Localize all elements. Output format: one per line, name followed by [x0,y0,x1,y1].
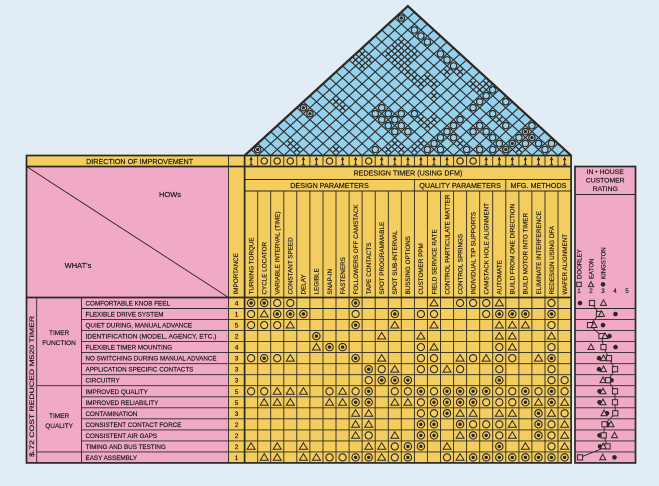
svg-text:3: 3 [235,367,239,374]
svg-text:IDENTIFICATION (MODEL, AGENCY,: IDENTIFICATION (MODEL, AGENCY, ETC.) [86,334,217,341]
svg-text:CONSISTENT AIR GAPS: CONSISTENT AIR GAPS [86,433,158,440]
svg-text:QUIET DURING, MANUAL ADVANCE: QUIET DURING, MANUAL ADVANCE [86,323,193,330]
svg-text:QUALITY: QUALITY [45,423,73,430]
svg-text:ELIMINATE INTERFERENCE: ELIMINATE INTERFERENCE [536,211,543,295]
svg-text:FASTENERS: FASTENERS [340,257,347,294]
svg-text:CONTROL PARTICULATE MATTER: CONTROL PARTICULATE MATTER [444,194,451,294]
svg-text:TAPE CONTACTS: TAPE CONTACTS [366,243,373,295]
svg-text:HOWs: HOWs [159,190,181,199]
svg-text:BUILD MOTOR INTO TIMER: BUILD MOTOR INTO TIMER [523,213,530,295]
svg-text:RATING: RATING [593,186,618,193]
svg-text:3: 3 [235,378,239,385]
svg-text:VARIABLE INTERVAL (TIME): VARIABLE INTERVAL (TIME) [275,211,282,294]
svg-text:BUSSING OPTIONS: BUSSING OPTIONS [405,236,412,294]
svg-text:IN • HOUSE: IN • HOUSE [587,169,625,176]
svg-text:CYCLE LOCATOR: CYCLE LOCATOR [262,241,269,294]
svg-text:KINGSTON: KINGSTON [600,247,607,279]
svg-text:3: 3 [235,356,239,363]
svg-text:MFG. METHODS: MFG. METHODS [511,181,567,190]
svg-text:2: 2 [235,422,239,429]
svg-text:CIRCUITRY: CIRCUITRY [86,378,121,385]
svg-text:FIELD SERVICE RATE: FIELD SERVICE RATE [431,229,438,294]
svg-text:EATON: EATON [588,259,595,279]
svg-text:FLEXIBLE TIMER MOUNTING: FLEXIBLE TIMER MOUNTING [86,345,173,352]
svg-text:IMPROVED QUALITY: IMPROVED QUALITY [86,389,149,396]
svg-text:BUILD FROM ONE DIRECTION: BUILD FROM ONE DIRECTION [510,203,517,294]
svg-text:CONTAMINATION: CONTAMINATION [86,411,138,418]
svg-text:CONTROL SPRINGS: CONTROL SPRINGS [457,234,464,295]
svg-text:QUALITY PARAMETERS: QUALITY PARAMETERS [419,181,501,190]
svg-text:DIRECTION OF IMPROVEMENT: DIRECTION OF IMPROVEMENT [86,157,194,166]
svg-text:4: 4 [235,301,239,308]
svg-text:2: 2 [235,334,239,341]
svg-text:CUSTOMER: CUSTOMER [586,178,625,185]
svg-text:TIMER: TIMER [49,330,70,337]
svg-text:SPOT SUB-INTERVAL: SPOT SUB-INTERVAL [392,230,399,295]
svg-text:3: 3 [601,288,605,295]
svg-text:5: 5 [235,400,239,407]
svg-text:TIMING AND BUS TESTING: TIMING AND BUS TESTING [86,444,166,451]
svg-text:DOORLEY: DOORLEY [576,249,583,279]
svg-text:SNAP-IN: SNAP-IN [327,269,334,295]
svg-text:CONSTANT SPEED: CONSTANT SPEED [288,237,295,295]
svg-text:EASY ASSEMBLY: EASY ASSEMBLY [86,455,138,462]
svg-text:AUTOMATE: AUTOMATE [497,260,504,294]
svg-text:DELAY: DELAY [301,274,308,295]
svg-text:2: 2 [589,288,593,295]
svg-text:$.72 COST REDUCED M520 TIMER: $.72 COST REDUCED M520 TIMER [29,315,36,457]
svg-text:FLEXIBLE DRIVE SYSTEM: FLEXIBLE DRIVE SYSTEM [86,312,164,319]
svg-text:1: 1 [577,288,581,295]
svg-text:APPLICATION SPECIFIC CONTACTS: APPLICATION SPECIFIC CONTACTS [86,367,194,374]
svg-text:COMFORTABLE KNOB FEEL: COMFORTABLE KNOB FEEL [86,301,171,308]
svg-text:TIMER: TIMER [49,413,70,420]
svg-text:TURNING TORQUE: TURNING TORQUE [248,237,255,294]
svg-text:4: 4 [235,345,239,352]
svg-text:5: 5 [235,389,239,396]
svg-text:3: 3 [235,411,239,418]
svg-text:1: 1 [235,312,239,319]
svg-text:IMPORTANCE: IMPORTANCE [233,253,240,294]
svg-text:REDESIGN TIMER (USING DFM): REDESIGN TIMER (USING DFM) [353,169,462,178]
svg-text:FUNCTION: FUNCTION [42,340,76,347]
svg-text:WHAT's: WHAT's [65,261,92,270]
svg-text:5: 5 [625,288,629,295]
svg-text:REDESIGN USING DFA: REDESIGN USING DFA [549,225,556,294]
svg-text:WAFER ALIGNMENT: WAFER ALIGNMENT [562,234,569,295]
svg-text:5: 5 [235,323,239,330]
svg-text:2: 2 [235,433,239,440]
svg-text:SPOT PROGRAMMABLE: SPOT PROGRAMMABLE [379,222,386,295]
svg-text:4: 4 [613,288,617,295]
svg-text:2: 2 [235,444,239,451]
svg-text:INDIVIDUAL TIP SUPPORTS: INDIVIDUAL TIP SUPPORTS [470,212,477,295]
svg-text:LEGIBLE: LEGIBLE [314,268,321,294]
svg-text:FOLLOWERS OFF CAMSTACK: FOLLOWERS OFF CAMSTACK [353,204,360,295]
svg-text:CUSTOMER PPM: CUSTOMER PPM [418,243,425,294]
svg-text:NO SWITCHING DURING MANUAL ADV: NO SWITCHING DURING MANUAL ADVANCE [86,356,217,363]
svg-text:DESIGN PARAMETERS: DESIGN PARAMETERS [290,181,369,190]
svg-text:CONSISTENT CONTACT FORCE: CONSISTENT CONTACT FORCE [86,422,182,429]
svg-text:CAMSTACK HOLE ALIGNMENT: CAMSTACK HOLE ALIGNMENT [484,203,491,295]
svg-text:IMPROVED RELIABILITY: IMPROVED RELIABILITY [86,400,160,407]
svg-text:1: 1 [235,455,239,462]
